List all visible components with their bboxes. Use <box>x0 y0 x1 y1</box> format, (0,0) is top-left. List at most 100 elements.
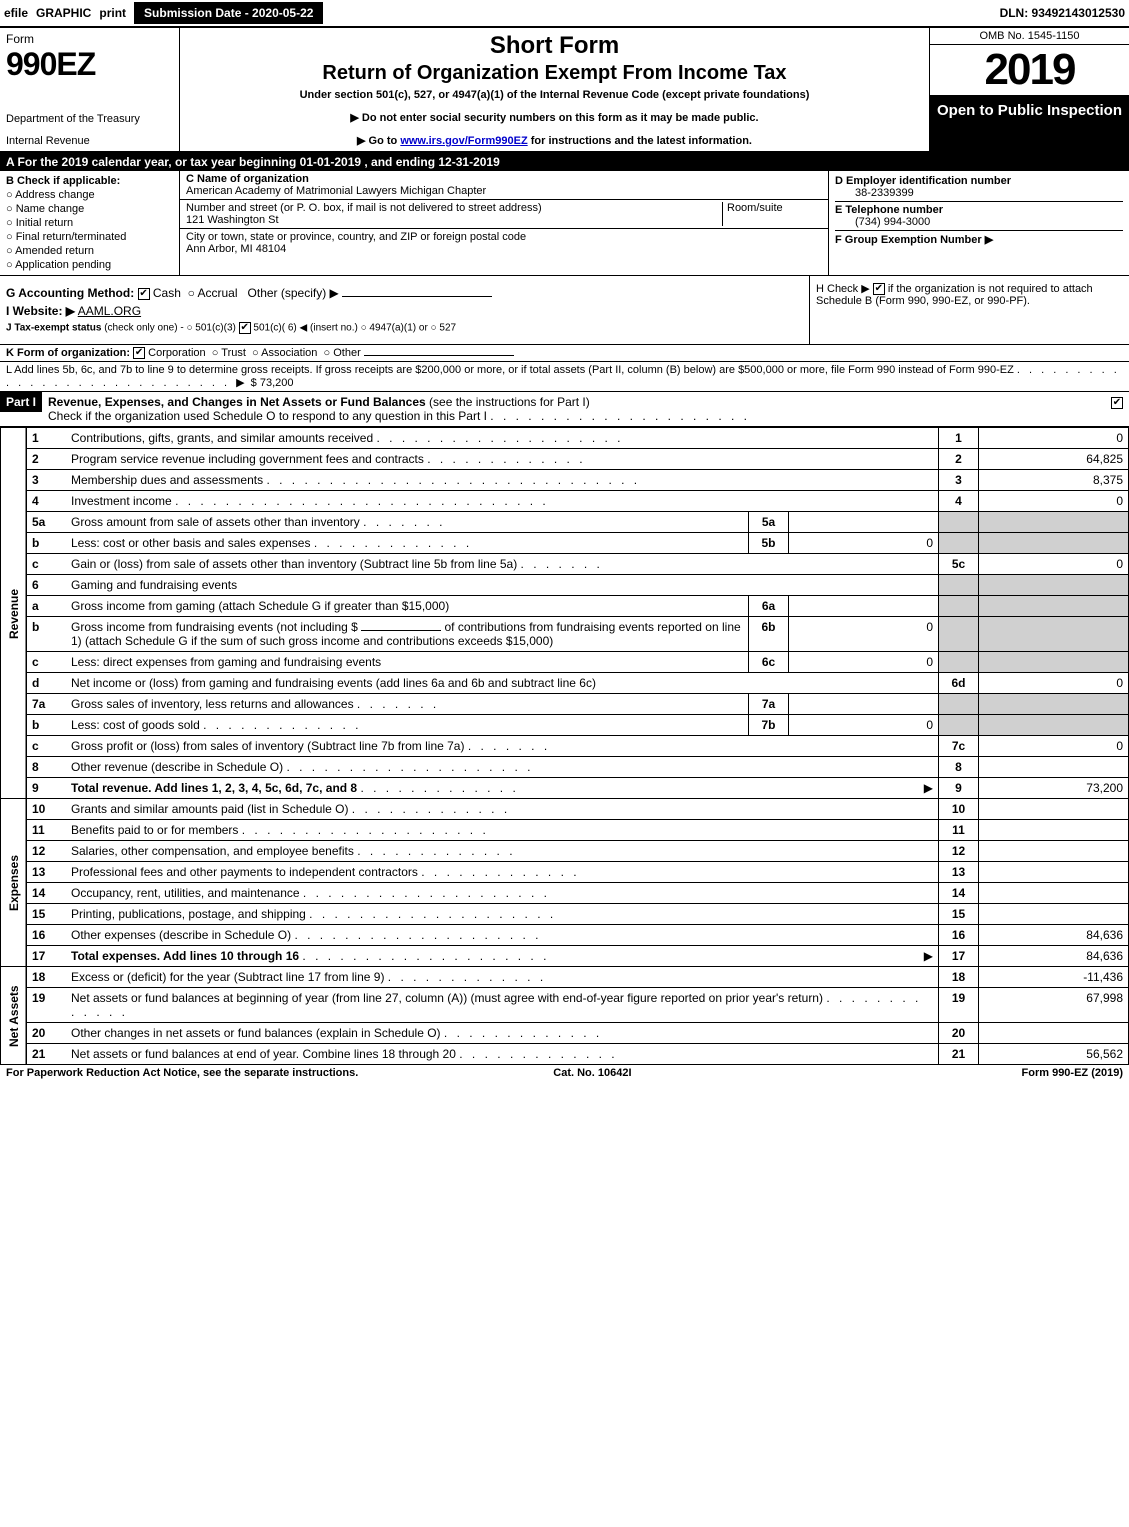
checkbox-final-return[interactable]: Final return/terminated <box>6 231 173 243</box>
line-ref: 19 <box>939 988 979 1023</box>
checkbox-501c[interactable] <box>239 322 251 334</box>
section-h: H Check ▶ if the organization is not req… <box>809 276 1129 344</box>
subline-ref: 6a <box>749 596 789 617</box>
footer-form-ref: Form 990-EZ (2019) <box>1022 1067 1123 1079</box>
efile-link[interactable]: efile <box>4 6 28 20</box>
line-desc: Net assets or fund balances at end of ye… <box>71 1047 456 1061</box>
website-value[interactable]: AAML.ORG <box>78 304 141 318</box>
dots: . . . . . . . . . . . . . <box>459 1047 617 1061</box>
arrow-icon: ▶ <box>924 949 933 963</box>
line-ref: 7c <box>939 736 979 757</box>
part1-table: Revenue 1 Contributions, gifts, grants, … <box>0 427 1129 1065</box>
checkbox-name-change[interactable]: Name change <box>6 203 173 215</box>
checkbox-application-pending[interactable]: Application pending <box>6 259 173 271</box>
checkbox-schedule-b-not-required[interactable] <box>873 283 885 295</box>
checkbox-cash[interactable] <box>138 288 150 300</box>
dots: . . . . . . . <box>363 515 445 529</box>
footer-cat-no: Cat. No. 10642I <box>553 1067 631 1079</box>
line-ref: 14 <box>939 883 979 904</box>
line-desc: Other expenses (describe in Schedule O) <box>71 928 291 942</box>
line-desc: Less: cost or other basis and sales expe… <box>71 536 310 550</box>
line-desc: Total expenses. Add lines 10 through 16 <box>71 949 299 963</box>
fundraising-amount-input[interactable] <box>361 630 441 631</box>
form-of-org-label: K Form of organization: <box>6 347 130 359</box>
dots: . . . . . . . . . . . . . . . . . . . . <box>242 823 489 837</box>
line-num: 4 <box>26 491 66 512</box>
line-num: a <box>26 596 66 617</box>
line-ref: 9 <box>939 778 979 799</box>
grey-cell <box>939 715 979 736</box>
gross-receipts-amount: $ 73,200 <box>251 377 294 389</box>
dots: . . . . . . . . . . . . . . . . . . . . <box>309 907 556 921</box>
checkbox-initial-return[interactable]: Initial return <box>6 217 173 229</box>
dots: . . . . . . . . . . . . . . . . . . . . … <box>490 409 750 423</box>
subline-amount: 0 <box>789 715 939 736</box>
line-desc: Investment income <box>71 494 172 508</box>
line-ref: 11 <box>939 820 979 841</box>
grey-cell <box>979 652 1129 673</box>
other-org-input[interactable] <box>364 355 514 356</box>
org-name-cell: C Name of organization American Academy … <box>180 171 828 200</box>
goto-post: for instructions and the latest informat… <box>528 135 752 147</box>
header-right: OMB No. 1545-1150 2019 Open to Public In… <box>929 28 1129 151</box>
line-amount <box>979 862 1129 883</box>
line-desc-part1: Gross income from fundraising events (no… <box>71 620 358 634</box>
dots: . . . . . . . . . . . . . . . . . . . . … <box>266 473 640 487</box>
line-num: 19 <box>26 988 66 1023</box>
checkbox-amended-return[interactable]: Amended return <box>6 245 173 257</box>
tax-exempt-label: J Tax-exempt status <box>6 323 101 334</box>
part1-tag: Part I <box>0 392 42 412</box>
other-specify-label: Other (specify) ▶ <box>248 286 339 300</box>
group-exemption-label: F Group Exemption Number ▶ <box>835 234 993 246</box>
org-city: Ann Arbor, MI 48104 <box>186 243 286 255</box>
subline-amount <box>789 512 939 533</box>
line-num: 18 <box>26 967 66 988</box>
grey-cell <box>979 596 1129 617</box>
dots: . . . . . . . . . . . . . <box>314 536 472 550</box>
checkbox-corporation[interactable] <box>133 347 145 359</box>
checkbox-schedule-o-used[interactable] <box>1111 397 1123 409</box>
dots: . . . . . . . . . . . . . <box>360 781 518 795</box>
line-desc: Excess or (deficit) for the year (Subtra… <box>71 970 384 984</box>
org-city-cell: City or town, state or province, country… <box>180 229 828 257</box>
subline-amount: 0 <box>789 617 939 652</box>
irs-link[interactable]: www.irs.gov/Form990EZ <box>400 135 527 147</box>
corporation-label: Corporation <box>148 347 205 359</box>
goto-instructions: ▶ Go to www.irs.gov/Form990EZ for instru… <box>190 134 919 147</box>
grey-cell <box>939 617 979 652</box>
line-amount: -11,436 <box>979 967 1129 988</box>
line-num: c <box>26 652 66 673</box>
part1-subtitle: (see the instructions for Part I) <box>429 395 590 409</box>
city-label: City or town, state or province, country… <box>186 231 526 243</box>
org-name: American Academy of Matrimonial Lawyers … <box>186 185 486 197</box>
subline-amount <box>789 694 939 715</box>
subline-ref: 7a <box>749 694 789 715</box>
other-specify-input[interactable] <box>342 296 492 297</box>
line-num: 5a <box>26 512 66 533</box>
line-num: 7a <box>26 694 66 715</box>
print-link[interactable]: print <box>99 6 126 20</box>
line-ref: 18 <box>939 967 979 988</box>
line-desc: Other revenue (describe in Schedule O) <box>71 760 283 774</box>
line-desc: Less: cost of goods sold <box>71 718 200 732</box>
line-ref: 6d <box>939 673 979 694</box>
footer-paperwork-notice: For Paperwork Reduction Act Notice, see … <box>6 1067 358 1079</box>
grey-cell <box>979 575 1129 596</box>
section-l: L Add lines 5b, 6c, and 7b to line 9 to … <box>0 362 1129 392</box>
form-header: Form 990EZ Department of the Treasury In… <box>0 28 1129 153</box>
checkbox-address-change[interactable]: Address change <box>6 189 173 201</box>
line-ref: 1 <box>939 428 979 449</box>
line-num: 17 <box>26 946 66 967</box>
subline-ref: 5a <box>749 512 789 533</box>
line-num: 14 <box>26 883 66 904</box>
dots: . . . . . . . . . . . . . <box>203 718 361 732</box>
line-num: c <box>26 554 66 575</box>
org-address: 121 Washington St <box>186 214 279 226</box>
form-label: Form <box>6 32 173 46</box>
graphic-link[interactable]: GRAPHIC <box>36 6 91 20</box>
line-desc: Occupancy, rent, utilities, and maintena… <box>71 886 300 900</box>
dots: . . . . . . . <box>357 697 439 711</box>
org-address-cell: Number and street (or P. O. box, if mail… <box>180 200 828 229</box>
open-public-inspection: Open to Public Inspection <box>930 96 1129 151</box>
line-ref: 10 <box>939 799 979 820</box>
